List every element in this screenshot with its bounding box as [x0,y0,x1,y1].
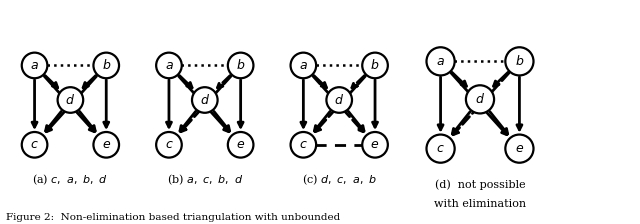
Text: (a) $c,\ a,\ b,\ d$: (a) $c,\ a,\ b,\ d$ [33,173,108,187]
Circle shape [58,87,83,113]
Circle shape [22,53,47,78]
Text: $e$: $e$ [236,138,245,151]
Circle shape [93,53,119,78]
Text: $b$: $b$ [515,54,524,68]
Text: $a$: $a$ [164,59,173,72]
Circle shape [466,85,494,113]
Text: $c$: $c$ [299,138,308,151]
Text: $c$: $c$ [30,138,39,151]
Text: (b) $a,\ c,\ b,\ d$: (b) $a,\ c,\ b,\ d$ [166,173,243,187]
Text: $e$: $e$ [102,138,111,151]
Circle shape [506,135,534,163]
Text: Figure 2:  Non-elimination based triangulation with unbounded: Figure 2: Non-elimination based triangul… [6,213,340,222]
Circle shape [426,47,454,75]
Text: $c$: $c$ [164,138,173,151]
Text: (c) $d,\ c,\ a,\ b$: (c) $d,\ c,\ a,\ b$ [301,173,377,187]
Circle shape [362,53,388,78]
Circle shape [156,53,182,78]
Text: $b$: $b$ [102,58,111,72]
Circle shape [291,53,316,78]
Circle shape [228,132,253,158]
Text: $b$: $b$ [371,58,380,72]
Text: $d$: $d$ [65,93,76,107]
Circle shape [156,132,182,158]
Text: $b$: $b$ [236,58,245,72]
Text: $d$: $d$ [200,93,210,107]
Circle shape [93,132,119,158]
Text: $a$: $a$ [299,59,308,72]
Text: $e$: $e$ [371,138,380,151]
Text: (d)  not possible: (d) not possible [435,180,525,190]
Text: $d$: $d$ [475,92,485,106]
Circle shape [291,132,316,158]
Text: $a$: $a$ [30,59,39,72]
Circle shape [426,135,454,163]
Circle shape [22,132,47,158]
Circle shape [326,87,352,113]
Circle shape [506,47,534,75]
Circle shape [192,87,218,113]
Text: $d$: $d$ [334,93,344,107]
Text: with elimination: with elimination [434,199,526,209]
Text: $a$: $a$ [436,55,445,68]
Circle shape [228,53,253,78]
Circle shape [362,132,388,158]
Text: $c$: $c$ [436,142,445,155]
Text: $e$: $e$ [515,142,524,155]
